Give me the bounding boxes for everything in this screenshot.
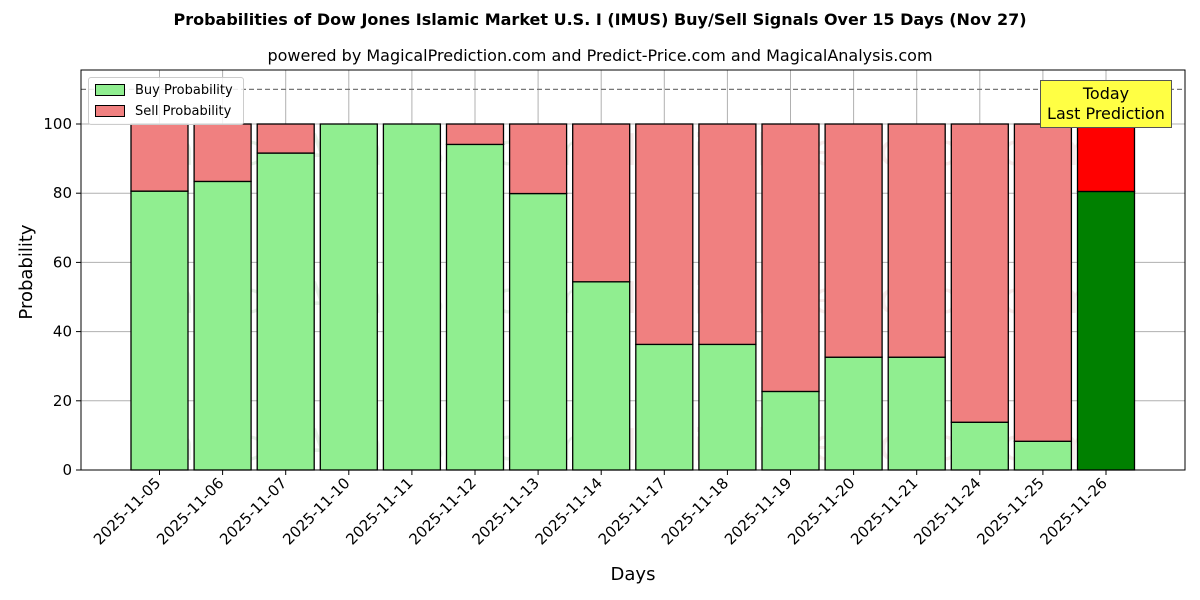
x-tick-label: 2025-11-21 [847,474,921,548]
sell-bar [508,123,568,195]
sell-bar [1076,123,1136,193]
buy-bar [1013,440,1073,471]
sell-bar [572,123,631,283]
legend-label-buy: Buy Probability [135,82,233,98]
buy-bar [382,123,442,471]
legend: Buy Probability Sell Probability [88,77,244,125]
legend-item-sell: Sell Probability [95,103,231,119]
sell-bar [635,123,694,346]
sell-bar [887,123,946,358]
x-tick-label: 2025-11-12 [405,474,479,548]
buy-bar [1076,190,1136,471]
y-axis-label: Probability [16,224,37,319]
buy-bar [508,192,568,471]
buy-bar [635,343,694,471]
sell-bar [445,123,505,146]
sell-bar [1013,123,1073,442]
y-tick-label: 40 [53,323,72,341]
buy-bar [256,152,315,471]
sell-bar [256,123,315,154]
buy-bar [130,190,189,471]
buy-bar [698,343,757,471]
buy-bar [950,421,1009,471]
buy-bar [887,356,946,471]
x-tick-label: 2025-11-14 [532,474,606,548]
x-tick-label: 2025-11-20 [784,474,858,548]
y-tick-label: 0 [62,461,72,479]
buy-bar [319,123,378,471]
legend-label-sell: Sell Probability [135,103,232,119]
sell-bar [193,123,252,183]
x-axis-label: Days [611,564,656,585]
y-tick-label: 80 [53,184,72,202]
x-tick-label: 2025-11-19 [721,474,795,548]
sell-bar [824,123,883,358]
x-tick-label: 2025-11-13 [469,474,543,548]
x-tick-label: 2025-11-05 [90,474,164,548]
x-tick-label: 2025-11-06 [153,474,227,548]
x-tick-label: 2025-11-25 [973,474,1047,548]
buy-bar [824,356,883,471]
y-tick-label: 60 [53,253,72,271]
sell-swatch [95,105,125,117]
x-tick-label: 2025-11-11 [342,474,416,548]
today-annotation: Today Last Prediction [1040,80,1172,128]
buy-swatch [95,84,125,96]
annotation-line1: Today [1082,84,1130,103]
sell-bar [950,123,1009,423]
buy-bar [445,143,505,471]
x-tick-label: 2025-11-26 [1036,474,1110,548]
buy-bar [572,281,631,471]
x-tick-label: 2025-11-18 [658,474,732,548]
buy-bar [761,390,820,471]
y-tick-label: 100 [43,115,72,133]
sell-bar [130,123,189,192]
sell-bar [761,123,820,393]
buy-bar [193,180,252,471]
x-tick-label: 2025-11-24 [910,474,984,548]
sell-bar [698,123,757,346]
chart-subtitle: powered by MagicalPrediction.com and Pre… [267,46,933,65]
legend-item-buy: Buy Probability [95,82,233,98]
y-tick-label: 20 [53,392,72,410]
x-tick-label: 2025-11-17 [595,474,669,548]
x-tick-label: 2025-11-10 [279,474,353,548]
annotation-line2: Last Prediction [1047,104,1165,123]
plot-frame [80,69,1186,471]
x-tick-label: 2025-11-07 [216,474,290,548]
chart-title: Probabilities of Dow Jones Islamic Marke… [173,10,1027,29]
